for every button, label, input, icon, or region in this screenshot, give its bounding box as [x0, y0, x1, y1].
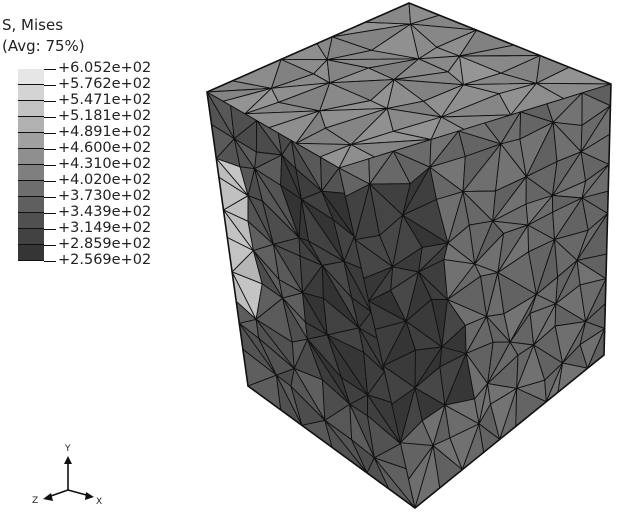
legend-color-swatch [18, 229, 44, 245]
legend-tick [44, 133, 56, 134]
triad-y-label: Y [65, 444, 71, 454]
axis-triad: Y Z X [30, 444, 120, 514]
legend-color-swatch [18, 165, 44, 181]
legend-value: +4.020e+02 [58, 172, 152, 188]
triad-z-label: Z [32, 496, 39, 506]
top-face [206, 2, 612, 169]
legend-color-swatch [18, 69, 44, 85]
legend-value: +5.762e+02 [58, 76, 152, 92]
legend-row: +3.439e+02 [18, 204, 168, 229]
legend-tick [44, 85, 56, 86]
mesh-element [365, 2, 412, 25]
legend-tick [44, 261, 56, 262]
legend-value: +2.569e+02 [58, 252, 152, 268]
legend-value: +6.052e+02 [58, 60, 152, 76]
legend-row: +4.891e+02 [18, 124, 168, 149]
triad-x-label: X [96, 497, 103, 507]
right-face [338, 83, 612, 509]
front-face [206, 91, 416, 509]
legend-tick [44, 245, 56, 246]
legend-row: +2.569e+02 [18, 252, 168, 269]
legend-color-swatch [18, 85, 44, 101]
legend-row: +5.762e+02 [18, 76, 168, 101]
model-outline [206, 2, 612, 510]
legend-title: S, Mises [2, 16, 64, 34]
legend-tick [44, 149, 56, 150]
legend-row: +5.471e+02 [18, 92, 168, 117]
legend-tick [44, 229, 56, 230]
x-axis-arrow [85, 492, 94, 500]
legend-value: +3.439e+02 [58, 204, 152, 220]
legend-value: +5.181e+02 [58, 108, 152, 124]
legend-color-swatch [18, 181, 44, 197]
legend-color-swatch [18, 213, 44, 229]
legend-row: +2.859e+02 [18, 236, 168, 261]
legend-tick [44, 213, 56, 214]
legend-value: +4.891e+02 [58, 124, 152, 140]
legend-row: +6.052e+02 [18, 60, 168, 85]
legend-color-swatch [18, 101, 44, 117]
triad-graphic [43, 456, 94, 501]
legend-value: +4.310e+02 [58, 156, 152, 172]
legend-row: +4.600e+02 [18, 140, 168, 165]
legend-row: +4.310e+02 [18, 156, 168, 181]
legend-tick [44, 69, 56, 70]
legend-color-swatch [18, 245, 44, 261]
legend-color-swatch [18, 117, 44, 133]
legend-tick [44, 197, 56, 198]
legend-row: +3.149e+02 [18, 220, 168, 245]
z-axis-arrow [43, 493, 53, 501]
legend-value: +2.859e+02 [58, 236, 152, 252]
legend-tick [44, 101, 56, 102]
legend-row: +4.020e+02 [18, 172, 168, 197]
legend-tick [44, 165, 56, 166]
legend-value: +4.600e+02 [58, 140, 152, 156]
legend-value: +3.730e+02 [58, 188, 152, 204]
legend-row: +5.181e+02 [18, 108, 168, 133]
legend-color-swatch [18, 149, 44, 165]
legend-tick [44, 181, 56, 182]
legend-averaging-label: (Avg: 75%) [2, 37, 85, 55]
legend-tick [44, 117, 56, 118]
legend-row: +3.730e+02 [18, 188, 168, 213]
legend-color-swatch [18, 197, 44, 213]
legend-value: +5.471e+02 [58, 92, 152, 108]
y-axis-arrow [64, 456, 72, 464]
contour-legend: +6.052e+02 +5.762e+02 +5.471e+02 +5.181e+02… [18, 60, 168, 268]
legend-color-swatch [18, 133, 44, 149]
legend-value: +3.149e+02 [58, 220, 152, 236]
